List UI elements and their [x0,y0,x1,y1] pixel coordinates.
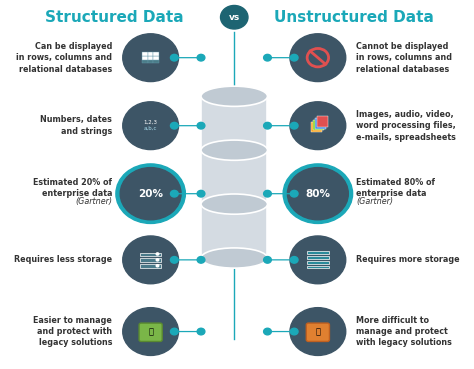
Bar [307,256,328,259]
Text: Easier to manage
and protect with
legacy solutions: Easier to manage and protect with legacy… [33,315,112,348]
Text: 🔧: 🔧 [148,328,153,337]
Circle shape [290,102,346,149]
Circle shape [197,256,205,263]
Text: Requires less storage: Requires less storage [14,255,112,264]
Circle shape [290,256,298,263]
Ellipse shape [201,248,267,268]
Circle shape [171,328,178,335]
Circle shape [120,168,181,220]
Circle shape [264,190,271,197]
Bar [154,52,159,56]
Text: Images, audio, video,
word processing files,
e-mails, spreadsheets: Images, audio, video, word processing fi… [356,110,456,142]
Bar [142,52,148,56]
Ellipse shape [201,194,267,214]
FancyBboxPatch shape [306,323,329,341]
Bar [142,59,148,63]
Circle shape [171,190,178,197]
Text: (Gartner): (Gartner) [356,197,393,206]
Circle shape [123,170,179,218]
Circle shape [264,256,271,263]
Bar [315,118,326,129]
FancyBboxPatch shape [201,204,267,258]
Bar [154,59,159,63]
Circle shape [171,54,178,61]
Circle shape [290,308,346,355]
Bar [148,59,154,63]
FancyBboxPatch shape [201,150,267,204]
FancyBboxPatch shape [201,96,267,150]
Circle shape [156,253,159,255]
Bar [318,117,328,127]
Circle shape [123,236,179,284]
Text: Cannot be displayed
in rows, columns and
relational databases: Cannot be displayed in rows, columns and… [356,42,453,74]
Text: vs: vs [228,13,240,22]
Circle shape [156,259,159,261]
Circle shape [116,164,185,224]
Text: More difficult to
manage and protect
with legacy solutions: More difficult to manage and protect wit… [356,315,452,348]
Text: Unstructured Data: Unstructured Data [274,10,434,25]
Circle shape [283,164,353,224]
Circle shape [264,123,271,129]
Text: 20%: 20% [138,189,163,199]
Circle shape [290,236,346,284]
Bar [311,122,322,132]
Circle shape [264,54,271,61]
Circle shape [290,170,346,218]
Text: Numbers, dates
and strings: Numbers, dates and strings [40,115,112,136]
Bar [140,252,161,256]
Bar [307,251,328,254]
Ellipse shape [201,140,267,160]
Text: a,b,c: a,b,c [144,126,157,131]
Circle shape [156,265,159,267]
Circle shape [171,123,178,129]
Circle shape [290,170,346,218]
Text: 🛡: 🛡 [315,328,320,337]
Circle shape [264,328,271,335]
Circle shape [171,256,178,263]
Bar [307,261,328,264]
Bar [148,52,154,56]
Circle shape [197,123,205,129]
Circle shape [123,170,179,218]
Bar [142,56,148,59]
Bar [154,56,159,59]
Circle shape [287,168,348,220]
Bar [140,258,161,262]
Circle shape [290,54,298,61]
Bar [313,120,324,131]
Circle shape [123,308,179,355]
Ellipse shape [201,86,267,106]
Circle shape [123,102,179,149]
Circle shape [220,6,248,29]
Circle shape [290,190,298,197]
Text: 80%: 80% [305,189,330,199]
Bar [140,264,161,268]
Circle shape [197,190,205,197]
Text: Estimated 80% of
enterprise data: Estimated 80% of enterprise data [356,177,436,198]
Text: Can be displayed
in rows, columns and
relational databases: Can be displayed in rows, columns and re… [16,42,112,74]
Text: (Gartner): (Gartner) [75,197,112,206]
Circle shape [290,123,298,129]
Circle shape [290,34,346,82]
Bar [307,266,328,269]
Circle shape [197,54,205,61]
Circle shape [123,34,179,82]
Text: Estimated 20% of
enterprise data: Estimated 20% of enterprise data [33,177,112,198]
Circle shape [290,328,298,335]
Text: 1,2,3: 1,2,3 [144,120,158,125]
FancyBboxPatch shape [139,323,162,341]
Circle shape [197,328,205,335]
Text: Requires more storage: Requires more storage [356,255,460,264]
Bar [148,56,154,59]
Text: Structured Data: Structured Data [45,10,183,25]
